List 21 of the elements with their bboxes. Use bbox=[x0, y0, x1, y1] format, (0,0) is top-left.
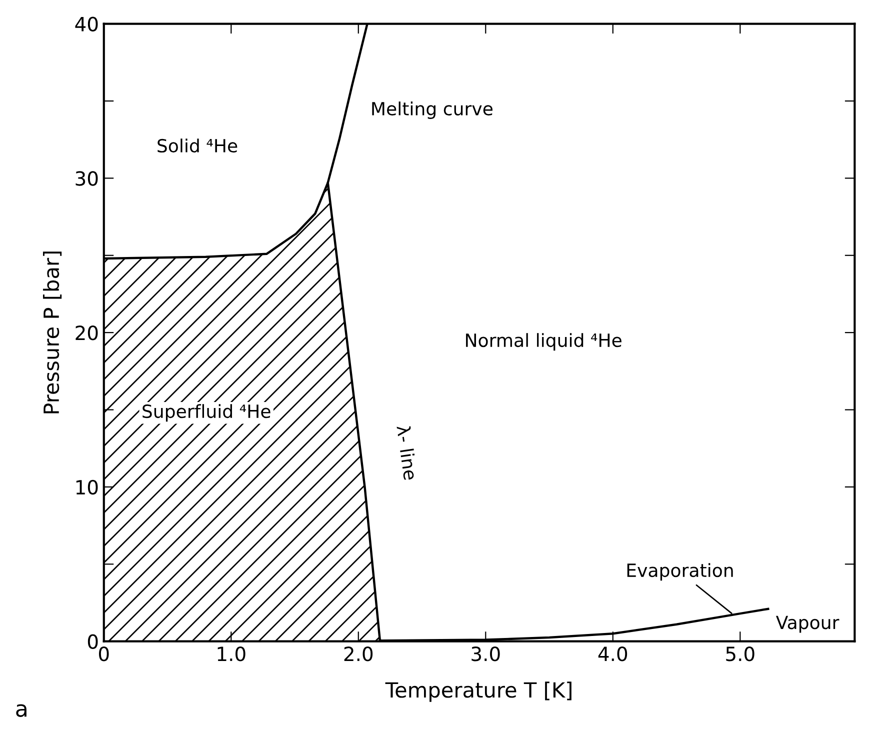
text: a bbox=[16, 704, 26, 717]
y-axis-title: Pressure P [bar] bbox=[43, 252, 62, 414]
x-tick-label: 2.0 bbox=[344, 646, 373, 662]
y-tick-label: 20 bbox=[76, 326, 98, 340]
x-tick-label: 4.0 bbox=[598, 646, 628, 662]
y-tick-label: 40 bbox=[75, 16, 98, 32]
y-tick-label: 0 bbox=[88, 634, 98, 649]
x-tick-label: 1.0 bbox=[218, 646, 246, 662]
y-tick-label: 30 bbox=[76, 171, 98, 186]
y-tick-label: 10 bbox=[76, 480, 98, 495]
annotation: Vapour bbox=[776, 616, 840, 633]
annotation: Normal liquid ⁴He bbox=[466, 333, 622, 351]
annotation: λ- line bbox=[396, 424, 418, 480]
x-tick-label: 0 bbox=[98, 646, 109, 662]
x-tick-label: 3.0 bbox=[472, 646, 500, 662]
x-axis-title: Temperature T [K] bbox=[385, 682, 572, 702]
annotation: Solid ⁴He bbox=[158, 138, 238, 153]
annotation: Melting curve bbox=[372, 102, 492, 119]
annotation: Superfluid ⁴He bbox=[142, 404, 270, 422]
x-tick-label: 5.0 bbox=[726, 646, 754, 662]
annotation: Evaporation bbox=[627, 563, 733, 581]
